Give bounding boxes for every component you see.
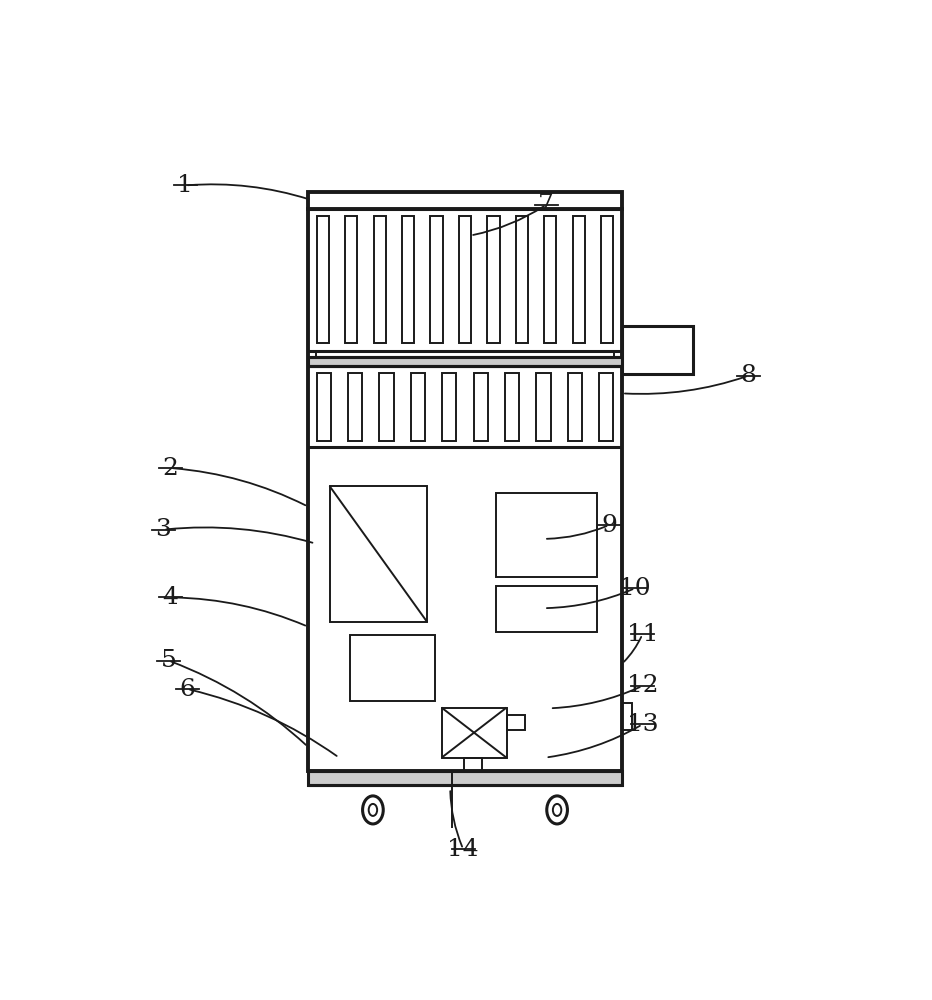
Bar bbox=[308, 209, 623, 771]
Bar bbox=[496, 493, 596, 577]
Text: 5: 5 bbox=[160, 649, 176, 672]
Text: 12: 12 bbox=[626, 674, 658, 697]
Bar bbox=[505, 373, 519, 441]
Bar bbox=[402, 216, 414, 343]
Bar bbox=[473, 373, 487, 441]
Bar bbox=[308, 351, 316, 357]
Bar bbox=[487, 216, 500, 343]
Text: 9: 9 bbox=[601, 514, 617, 537]
Bar bbox=[317, 373, 331, 441]
Bar bbox=[317, 216, 329, 343]
Bar bbox=[330, 486, 427, 622]
Bar bbox=[431, 216, 443, 343]
Text: 7: 7 bbox=[539, 193, 555, 216]
Bar bbox=[544, 216, 556, 343]
Bar bbox=[348, 373, 363, 441]
Bar bbox=[623, 326, 692, 374]
Bar bbox=[345, 216, 357, 343]
Text: 3: 3 bbox=[156, 518, 171, 541]
Bar bbox=[537, 373, 551, 441]
Bar bbox=[614, 351, 623, 357]
Bar bbox=[601, 216, 613, 343]
Bar bbox=[308, 192, 623, 209]
Bar bbox=[411, 373, 425, 441]
Text: 2: 2 bbox=[163, 457, 179, 480]
Bar bbox=[308, 771, 623, 785]
Text: 4: 4 bbox=[163, 586, 179, 609]
Text: 14: 14 bbox=[447, 838, 479, 861]
Bar bbox=[599, 373, 613, 441]
Bar bbox=[516, 216, 528, 343]
Bar bbox=[379, 373, 393, 441]
Bar bbox=[623, 703, 632, 730]
Text: 8: 8 bbox=[741, 364, 757, 387]
Text: 1: 1 bbox=[177, 174, 193, 197]
Text: 6: 6 bbox=[179, 678, 195, 701]
Text: 11: 11 bbox=[626, 623, 658, 646]
Bar bbox=[573, 216, 585, 343]
Bar bbox=[442, 373, 457, 441]
Bar bbox=[442, 708, 507, 758]
Bar bbox=[568, 373, 582, 441]
Bar bbox=[350, 635, 435, 701]
Bar bbox=[464, 758, 483, 774]
Bar bbox=[507, 715, 525, 730]
Text: 13: 13 bbox=[626, 713, 658, 736]
Bar bbox=[374, 216, 386, 343]
Bar bbox=[496, 586, 596, 632]
Text: 10: 10 bbox=[619, 577, 651, 600]
Bar bbox=[308, 357, 623, 366]
Bar bbox=[459, 216, 471, 343]
